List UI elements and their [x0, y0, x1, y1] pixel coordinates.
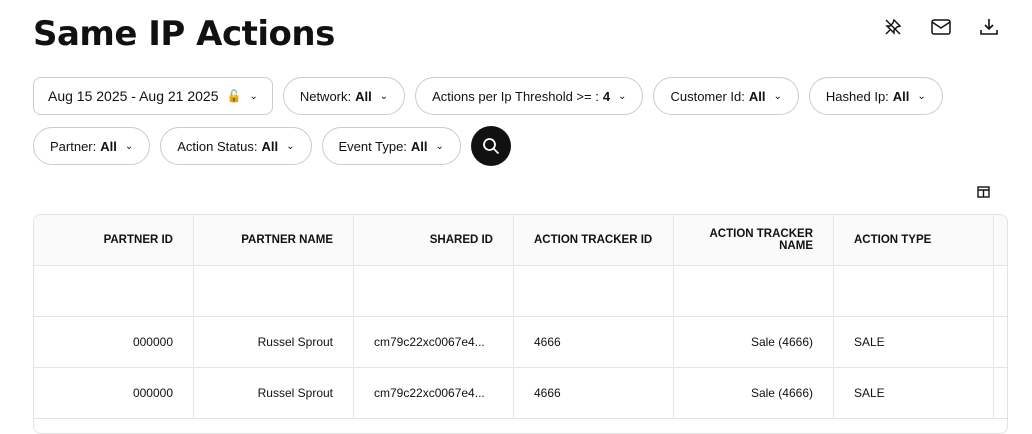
customer-id-filter[interactable]: Customer Id: All ⌄	[653, 77, 799, 115]
table-row: 000000 Russel Sprout cm79c22xc0067e4... …	[34, 368, 1007, 419]
date-range-picker[interactable]: Aug 15 2025 - Aug 21 2025 🔓 ⌄	[33, 77, 273, 115]
filter-row	[34, 266, 1007, 317]
threshold-filter[interactable]: Actions per Ip Threshold >= :4 ⌄	[415, 77, 644, 115]
column-header[interactable]: Partner Name	[194, 215, 354, 265]
chevron-down-icon: ⌄	[917, 90, 926, 102]
column-header[interactable]: Partner ID	[34, 215, 194, 265]
event-type-filter[interactable]: Event Type: All ⌄	[321, 127, 461, 165]
table-row: 000000 Russel Sprout cm79c22xc0067e4... …	[34, 317, 1007, 368]
chevron-down-icon: ⌄	[286, 140, 295, 152]
data-table: Partner ID Partner Name Shared ID Action…	[33, 214, 1008, 434]
search-icon	[483, 138, 500, 155]
column-header[interactable]: Action Tracker Name	[674, 215, 834, 265]
pin-off-icon[interactable]	[882, 16, 904, 38]
mail-icon[interactable]	[930, 16, 952, 38]
page-title: Same IP Actions	[33, 14, 335, 54]
chevron-down-icon: ⌄	[379, 90, 389, 102]
lock-open-icon: 🔓	[226, 89, 242, 103]
chevron-down-icon: ⌄	[435, 140, 444, 152]
hashed-ip-filter[interactable]: Hashed Ip: All ⌄	[808, 77, 943, 115]
action-status-filter[interactable]: Action Status: All ⌄	[160, 127, 312, 165]
columns-icon[interactable]	[977, 185, 990, 203]
chevron-down-icon: ⌄	[773, 90, 782, 102]
column-header[interactable]: Shared ID	[354, 215, 514, 265]
column-header[interactable]: Action Type	[834, 215, 994, 265]
partner-filter[interactable]: Partner: All ⌄	[33, 127, 151, 165]
table-header: Partner ID Partner Name Shared ID Action…	[34, 215, 1007, 266]
chevron-down-icon: ⌄	[618, 90, 627, 102]
search-button[interactable]	[470, 126, 511, 166]
column-header[interactable]: Action Tracker ID	[514, 215, 674, 265]
chevron-down-icon: ⌄	[124, 140, 134, 152]
chevron-down-icon: ⌄	[249, 90, 258, 102]
download-icon[interactable]	[978, 16, 1000, 38]
network-filter[interactable]: Network: All ⌄	[282, 77, 406, 115]
